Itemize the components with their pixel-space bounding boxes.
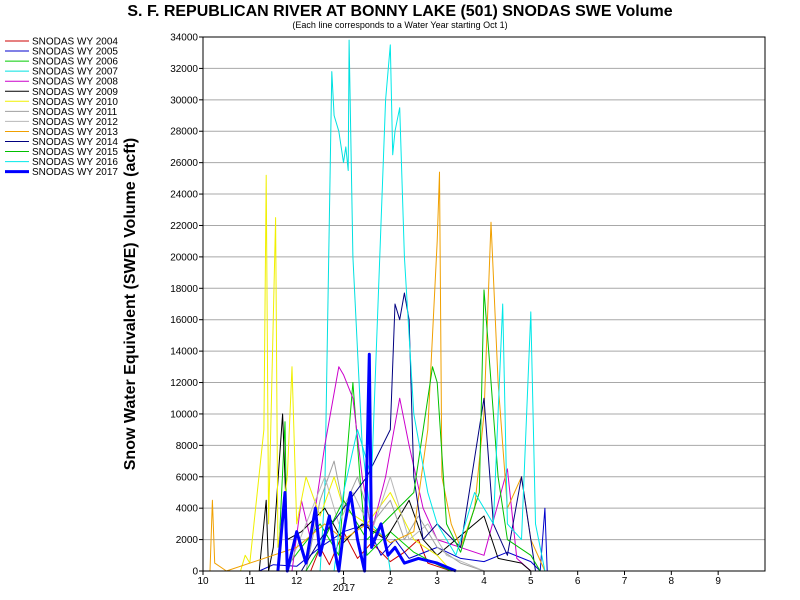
x-tick-label: 1	[341, 576, 347, 587]
y-tick-label: 8000	[176, 441, 199, 452]
legend-entry: SNODAS WY 2012	[32, 117, 118, 128]
legend-entry: SNODAS WY 2015	[32, 147, 118, 158]
y-tick-label: 16000	[170, 315, 198, 326]
y-tick-label: 34000	[170, 33, 198, 44]
legend-entry: SNODAS WY 2010	[32, 97, 118, 108]
x-tick-label: 5	[528, 576, 534, 587]
legend-entry: SNODAS WY 2006	[32, 57, 118, 68]
y-tick-label: 4000	[176, 504, 199, 515]
x-tick-label: 10	[197, 576, 209, 587]
x-tick-label: 3	[434, 576, 440, 587]
legend-entry: SNODAS WY 2007	[32, 67, 118, 78]
series-line	[276, 352, 457, 573]
y-tick-label: 24000	[170, 190, 198, 201]
series-line	[310, 531, 452, 572]
series-line	[305, 460, 485, 572]
y-tick-label: 30000	[170, 95, 198, 106]
series-line	[258, 507, 548, 572]
legend-entry: SNODAS WY 2017	[32, 167, 118, 178]
y-tick-label: 28000	[170, 127, 198, 138]
y-tick-label: 32000	[170, 64, 198, 75]
x-tick-label: 8	[669, 576, 675, 587]
y-axis-ticks: 0 2000 4000 6000 8000 10000 12000 14000 16000 180…	[170, 33, 203, 578]
y-tick-label: 2000	[176, 535, 199, 546]
series-line	[333, 44, 546, 572]
y-tick-label: 12000	[170, 378, 198, 389]
series-line	[291, 366, 532, 572]
x-tick-label: 7	[622, 576, 628, 587]
legend-entry: SNODAS WY 2009	[32, 87, 118, 98]
y-tick-label: 26000	[170, 158, 198, 169]
x-axis-ticks: 10 11 12 1 2 3 4 5 6 7 8 9	[197, 571, 721, 587]
series-line	[240, 174, 452, 572]
series-line	[209, 171, 546, 572]
legend-entry: SNODAS WY 2008	[32, 77, 118, 88]
legend-entry: SNODAS WY 2014	[32, 137, 118, 148]
legend-entry: SNODAS WY 2016	[32, 157, 118, 168]
x-tick-label: 6	[575, 576, 581, 587]
y-tick-label: 10000	[170, 409, 198, 420]
chart-title: S. F. REPUBLICAN RIVER AT BONNY LAKE (50…	[127, 3, 672, 20]
series-line	[305, 289, 541, 572]
series-layer	[209, 39, 548, 573]
y-tick-label: 6000	[176, 472, 199, 483]
x-tick-label: 11	[245, 576, 256, 587]
x-tick-label: 12	[291, 576, 303, 587]
y-tick-label: 14000	[170, 347, 198, 358]
series-line	[286, 476, 485, 572]
legend-entry: SNODAS WY 2013	[32, 127, 118, 138]
chart-subtitle: (Each line corresponds to a Water Year s…	[292, 20, 507, 30]
y-tick-label: 18000	[170, 284, 198, 295]
legend-entry: SNODAS WY 2005	[32, 47, 118, 58]
y-tick-label: 20000	[170, 252, 198, 263]
x-tick-label: 9	[715, 576, 721, 587]
legend-entry: SNODAS WY 2004	[32, 37, 118, 48]
y-tick-label: 22000	[170, 221, 198, 232]
legend-entry: SNODAS WY 2011	[32, 107, 118, 118]
y-axis-label: Snow Water Equivalent (SWE) Volume (acft…	[122, 138, 139, 470]
x-tick-label: 4	[481, 576, 487, 587]
x-tick-label: 2	[388, 576, 394, 587]
y-tick-label: 0	[192, 567, 198, 578]
x-axis-year-label: 2017	[333, 583, 356, 594]
